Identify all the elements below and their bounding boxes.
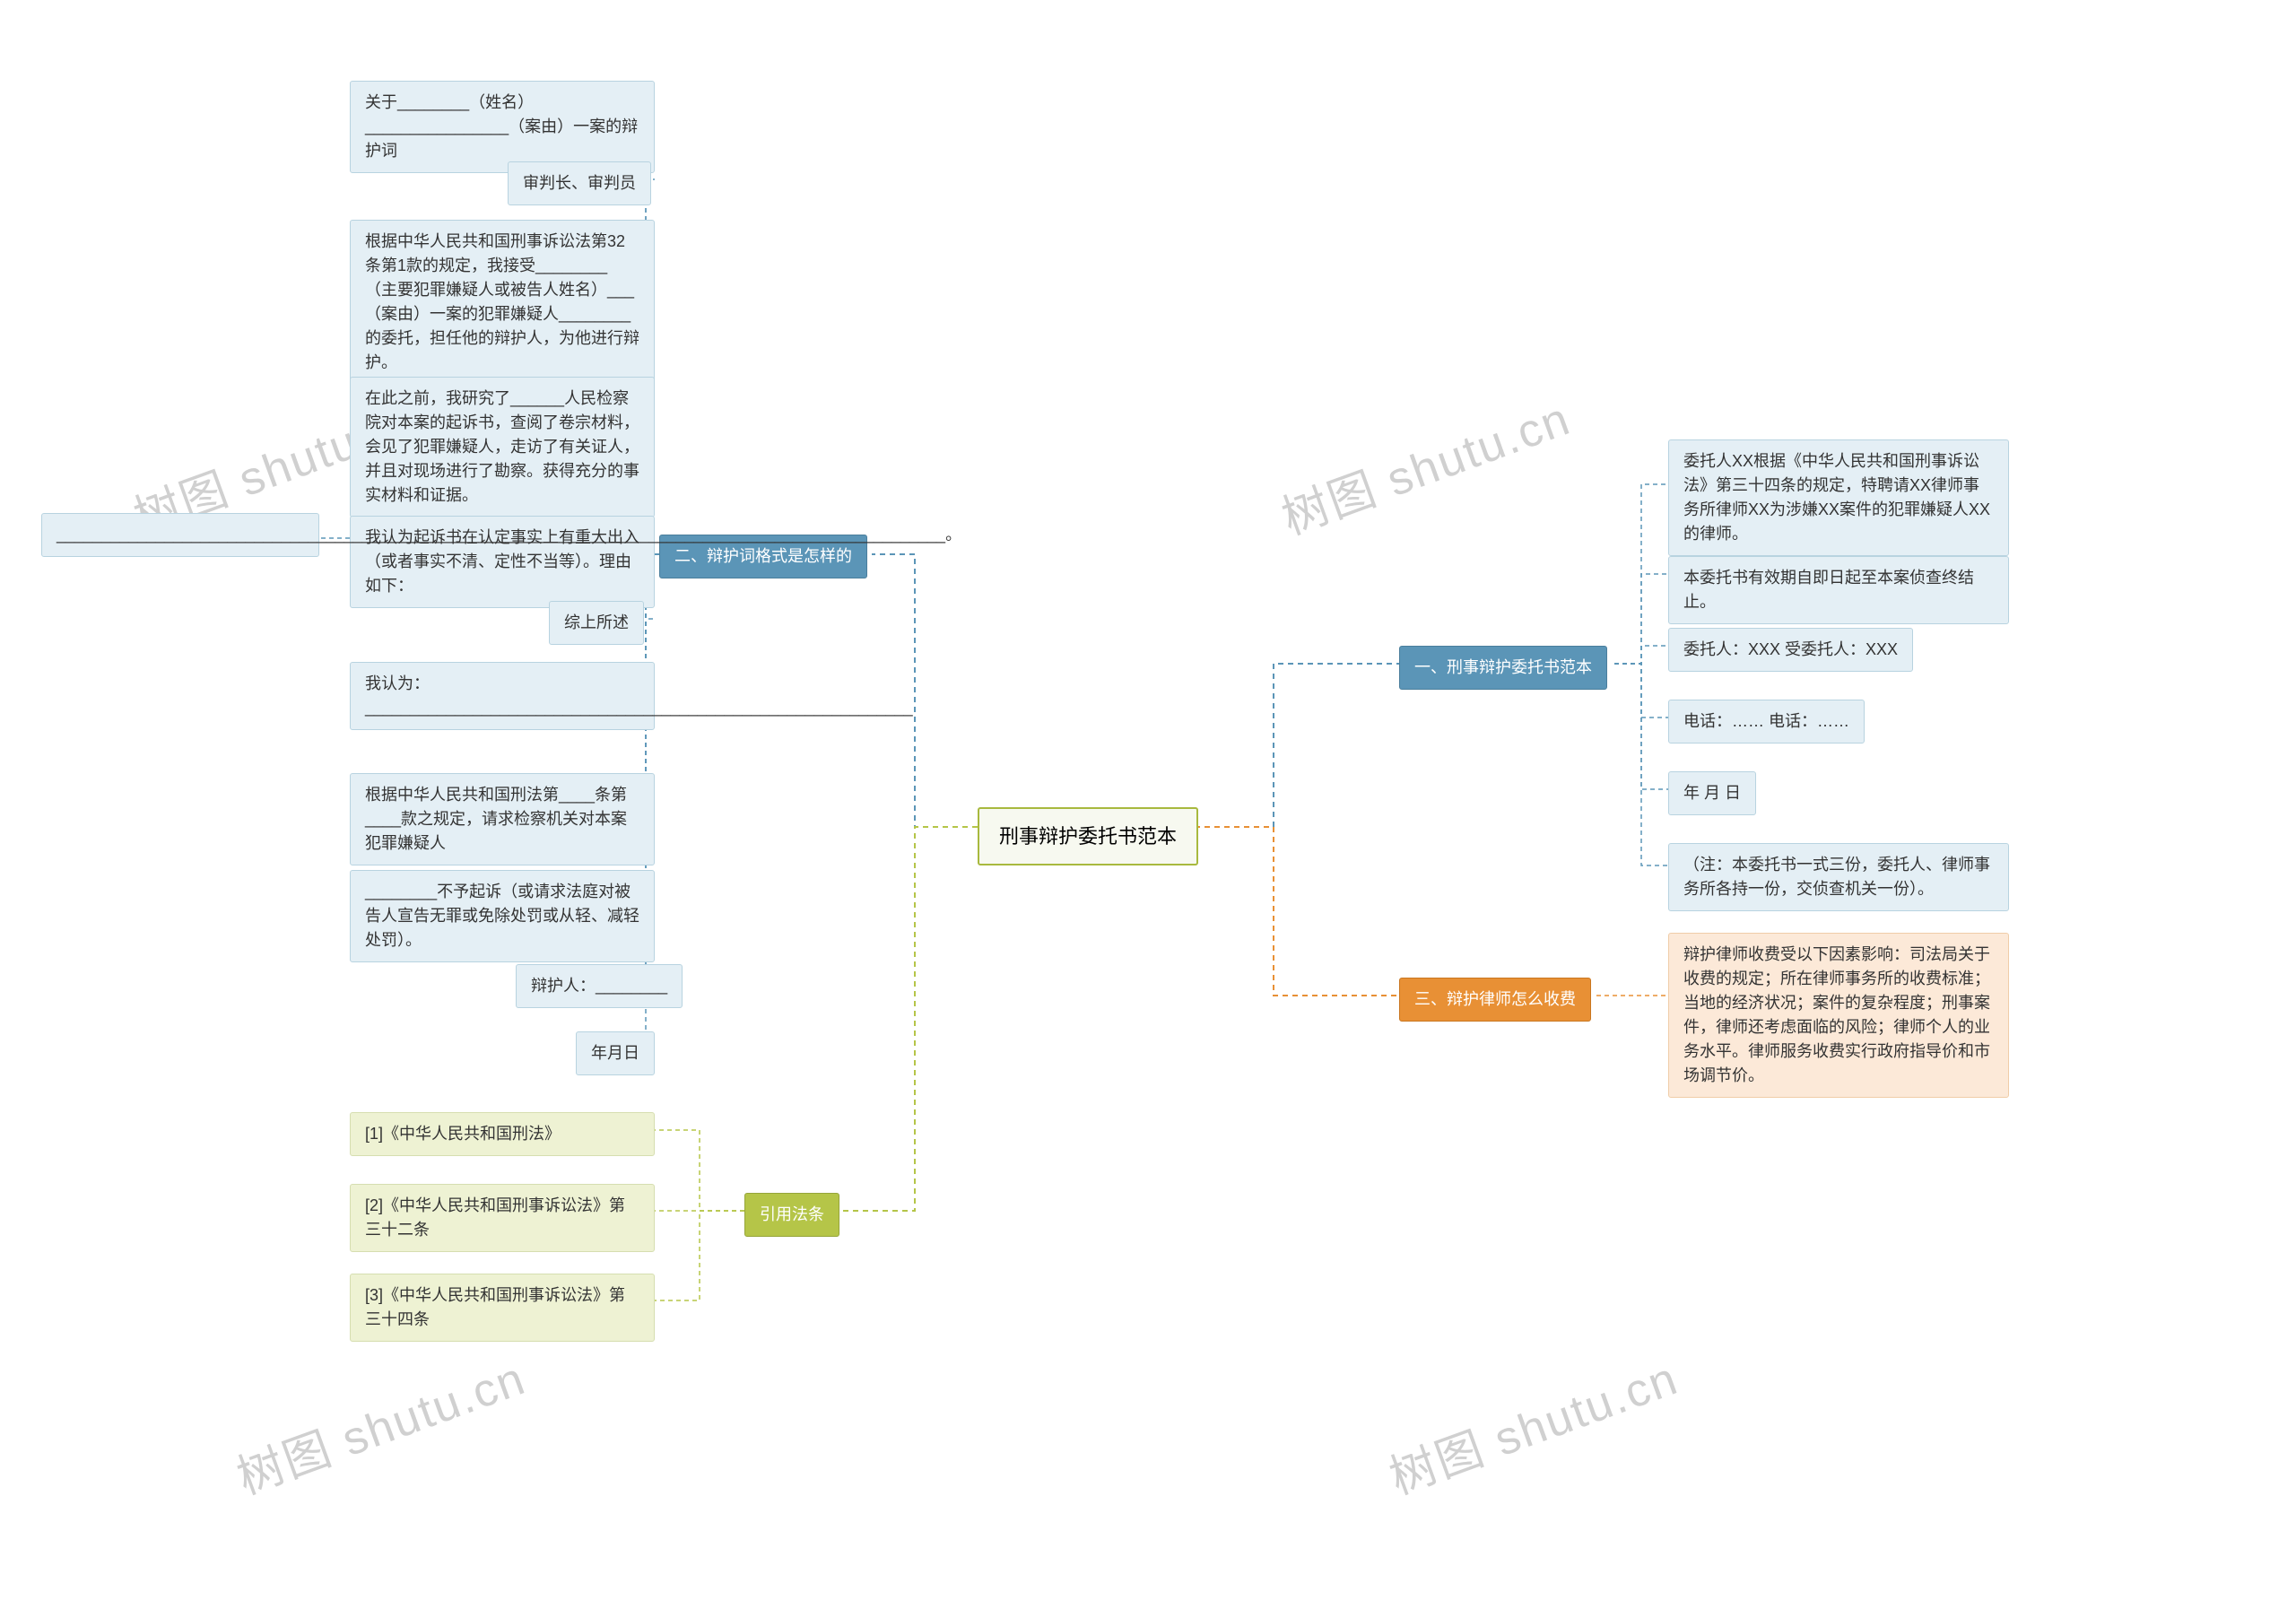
branch-4-leaf[interactable]: [1]《中华人民共和国刑法》 [350, 1112, 655, 1156]
watermark: 树图 shutu.cn [1271, 381, 1578, 548]
branch-2-leaf[interactable]: 辩护人：________ [516, 964, 683, 1008]
root-node[interactable]: 刑事辩护委托书范本 [978, 807, 1198, 865]
branch-3-title[interactable]: 三、辩护律师怎么收费 [1399, 978, 1591, 1022]
branch-2-subleaf[interactable]: ________________________________________… [41, 513, 319, 557]
branch-2-leaf[interactable]: 综上所述 [549, 601, 644, 645]
branch-3-leaf[interactable]: 辩护律师收费受以下因素影响：司法局关于收费的规定；所在律师事务所的收费标准；当地… [1668, 933, 2009, 1098]
branch-2-leaf[interactable]: 我认为：____________________________________… [350, 662, 655, 730]
branch-2-leaf[interactable]: 年月日 [576, 1031, 655, 1075]
branch-1-title[interactable]: 一、刑事辩护委托书范本 [1399, 646, 1607, 690]
branch-1-leaf[interactable]: 委托人XX根据《中华人民共和国刑事诉讼法》第三十四条的规定，特聘请XX律师事务所… [1668, 439, 2009, 556]
branch-4-leaf[interactable]: [2]《中华人民共和国刑事诉讼法》第三十二条 [350, 1184, 655, 1252]
branch-3-label: 三、辩护律师怎么收费 [1414, 990, 1576, 1008]
branch-2-label: 二、辩护词格式是怎样的 [674, 547, 852, 565]
watermark: 树图 shutu.cn [1378, 1341, 1685, 1508]
branch-2-leaf[interactable]: 关于________（姓名）________________（案由）一案的辩护词 [350, 81, 655, 173]
branch-4-leaf[interactable]: [3]《中华人民共和国刑事诉讼法》第三十四条 [350, 1274, 655, 1342]
branch-2-leaf[interactable]: ________不予起诉（或请求法庭对被告人宣告无罪或免除处罚或从轻、减轻处罚）… [350, 870, 655, 962]
branch-1-label: 一、刑事辩护委托书范本 [1414, 658, 1592, 676]
connectors-svg [0, 0, 2296, 1609]
branch-1-leaf[interactable]: （注：本委托书一式三份，委托人、律师事务所各持一份，交侦查机关一份）。 [1668, 843, 2009, 911]
branch-1-leaf[interactable]: 年 月 日 [1668, 771, 1756, 815]
root-label: 刑事辩护委托书范本 [999, 825, 1177, 848]
branch-2-leaf[interactable]: 在此之前，我研究了______人民检察院对本案的起诉书，查阅了卷宗材料，会见了犯… [350, 377, 655, 517]
branch-4-title[interactable]: 引用法条 [744, 1193, 839, 1237]
branch-2-leaf[interactable]: 审判长、审判员 [508, 161, 651, 205]
branch-1-leaf[interactable]: 委托人：XXX 受委托人：XXX [1668, 628, 1913, 672]
watermark: 树图 shutu.cn [226, 1341, 533, 1508]
branch-1-leaf[interactable]: 本委托书有效期自即日起至本案侦查终结止。 [1668, 556, 2009, 624]
branch-4-label: 引用法条 [760, 1205, 824, 1223]
branch-2-leaf[interactable]: 根据中华人民共和国刑事诉讼法第32条第1款的规定，我接受________（主要犯… [350, 220, 655, 385]
branch-2-leaf[interactable]: 根据中华人民共和国刑法第____条第____款之规定，请求检察机关对本案犯罪嫌疑… [350, 773, 655, 865]
branch-1-leaf[interactable]: 电话：…… 电话：…… [1668, 700, 1865, 744]
